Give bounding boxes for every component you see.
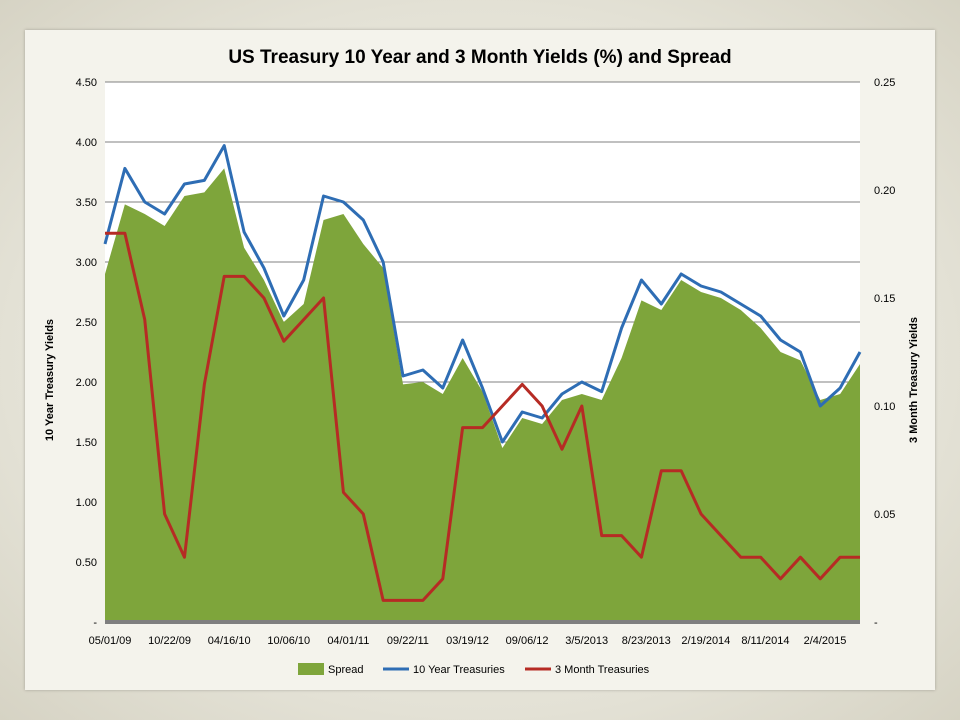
y-tick-left: 2.00 [76,377,97,389]
x-tick: 04/01/11 [327,635,369,647]
y-tick-right: 0.25 [874,77,895,89]
y-tick-left: 1.00 [76,497,97,509]
x-tick: 04/16/10 [208,635,251,647]
x-tick: 8/23/2013 [622,635,671,647]
legend-swatch-spread [298,663,324,675]
x-tick: 10/06/10 [267,635,310,647]
y-tick-left: 0.50 [76,557,97,569]
legend-label-spread: Spread [328,664,363,676]
y-tick-left: 2.50 [76,317,97,329]
chart-card: US Treasury 10 Year and 3 Month Yields (… [25,30,935,690]
x-tick: 09/06/12 [506,635,549,647]
y-tick-right: 0.20 [874,185,895,197]
ten-year-line [103,144,862,444]
y-tick-left: - [93,617,97,629]
legend: Spread 10 Year Treasuries 3 Month Treasu… [298,663,650,676]
y-tick-left: 3.50 [76,197,97,209]
x-tick: 09/22/11 [387,635,429,647]
spread-area [105,168,860,622]
three-month-line [105,231,860,602]
y-tick-left: 3.00 [76,257,97,269]
x-tick: 8/11/2014 [741,635,789,647]
y-tick-right: 0.15 [874,293,895,305]
y-axis-right-title: 3 Month Treasury Yields [908,317,920,443]
y-tick-right: 0.10 [874,401,895,413]
y-tick-left: 4.50 [76,77,97,89]
y-tick-left: 4.00 [76,137,97,149]
y-tick-left: 1.50 [76,437,97,449]
legend-label-10yr: 10 Year Treasuries [413,664,505,676]
chart-title: US Treasury 10 Year and 3 Month Yields (… [228,47,731,68]
y-axis-left-title: 10 Year Treasury Yields [44,319,56,441]
yield-chart: US Treasury 10 Year and 3 Month Yields (… [44,47,920,676]
x-tick: 3/5/2013 [565,635,608,647]
x-axis-line [105,620,860,624]
x-tick: 2/19/2014 [681,635,730,647]
x-tick: 03/19/12 [446,635,489,647]
y-tick-right: 0.05 [874,509,895,521]
x-tick: 05/01/09 [89,635,132,647]
plot-area: - 0.50 1.00 1.50 2.00 2.50 3.00 3.50 4.00 4.50 - 0.… [76,77,896,647]
x-tick: 10/22/09 [148,635,191,647]
y-tick-right: - [874,617,878,629]
x-tick: 2/4/2015 [804,635,847,647]
legend-label-3mo: 3 Month Treasuries [555,664,650,676]
